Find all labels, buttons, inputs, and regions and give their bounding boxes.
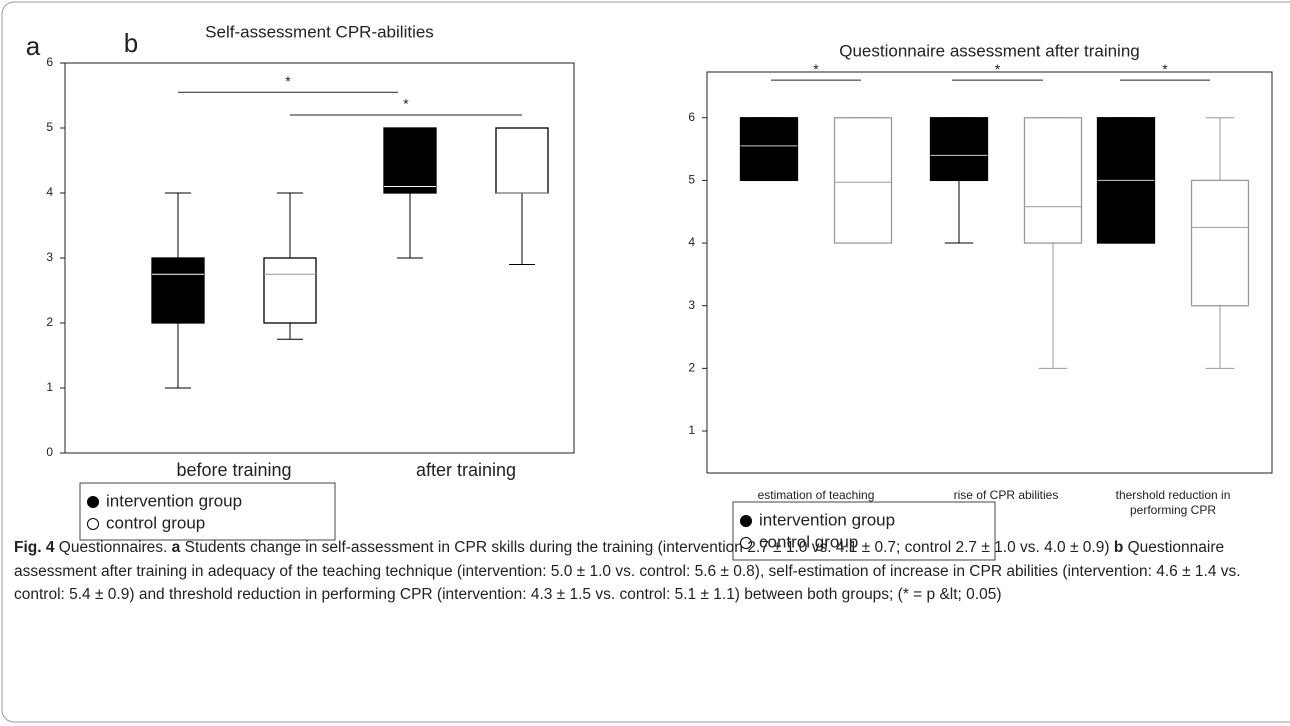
y-tick-label: 6: [46, 55, 53, 69]
box: [739, 117, 799, 182]
part-label: b: [1113, 539, 1124, 556]
box: [263, 257, 317, 324]
legend-marker: [740, 515, 752, 527]
chart-title: Self-assessment CPR-abilities: [205, 22, 434, 41]
plot-frame: [64, 62, 575, 454]
x-tick-label-box: rise of CPR abilities: [953, 488, 1059, 502]
y-tick-label: 5: [46, 120, 53, 134]
panel-label: a: [26, 31, 41, 61]
legend: [79, 482, 336, 541]
y-tick-label: 6: [688, 110, 695, 124]
significance-label: *: [403, 96, 409, 112]
legend: [732, 501, 996, 561]
box: [383, 127, 437, 194]
legend-label: control group: [106, 513, 205, 532]
y-tick-label: 1: [688, 423, 695, 437]
x-tick-label: before training: [176, 460, 291, 480]
significance-label: *: [813, 61, 819, 77]
x-tick-label: after training: [416, 460, 516, 480]
box: [833, 117, 893, 244]
y-tick-label: 5: [688, 173, 695, 187]
x-tick-label: rise of CPR abilities: [953, 488, 1059, 502]
legend-marker: [740, 537, 752, 549]
y-tick-label: 2: [688, 361, 695, 375]
box: [929, 117, 989, 182]
x-tick-label-box: thershold reduction in performing CPR: [1115, 488, 1231, 517]
chart-title: Questionnaire assessment after training: [839, 41, 1140, 60]
y-tick-label: 2: [46, 315, 53, 329]
box: [151, 257, 205, 324]
y-tick-label: 3: [46, 250, 53, 264]
part-text: Questionnaire assessment after training …: [14, 539, 1241, 603]
caption-title: Questionnaires.: [58, 539, 168, 556]
legend-label: intervention group: [106, 491, 242, 510]
part-text: Students change in self-assessment in CP…: [184, 539, 1110, 556]
significance-label: *: [285, 73, 291, 89]
y-tick-label: 1: [46, 380, 53, 394]
legend-label: control group: [759, 532, 858, 551]
plot-frame: [706, 71, 1273, 474]
caption: Fig. 4 Questionnaires. a Students change…: [14, 536, 1276, 607]
y-tick-label: 0: [46, 445, 53, 459]
box: [495, 127, 549, 194]
legend-marker: [87, 496, 99, 508]
y-tick-label: 3: [688, 298, 695, 312]
part-label: a: [171, 539, 181, 556]
y-tick-label: 4: [46, 185, 53, 199]
caption-label: Fig. 4: [14, 539, 55, 556]
panel-label: b: [124, 28, 138, 58]
box: [1023, 117, 1083, 244]
box: [1190, 179, 1250, 307]
significance-label: *: [1162, 61, 1168, 77]
legend-marker: [87, 518, 99, 530]
y-tick-label: 4: [688, 235, 695, 249]
significance-label: *: [995, 61, 1001, 77]
x-tick-label: thershold reduction in performing CPR: [1115, 488, 1231, 517]
legend-label: intervention group: [759, 510, 895, 529]
